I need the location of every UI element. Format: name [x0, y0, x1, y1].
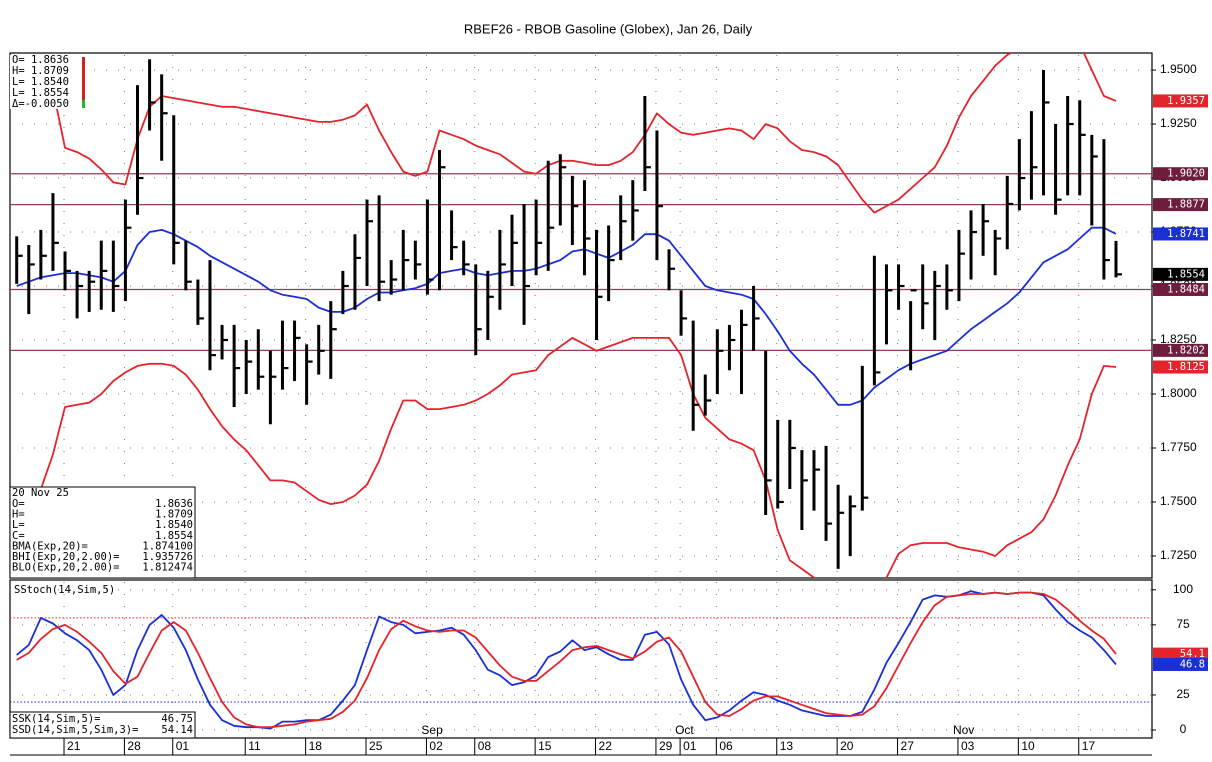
- band-line: [40, 337, 1117, 578]
- band-line: [16, 226, 1117, 406]
- info-label: BLO(Exp,20,2.00)=: [12, 562, 119, 574]
- reference-marker-box: [1153, 167, 1208, 181]
- month-label: Nov: [953, 723, 974, 737]
- x-tick-label: 20: [840, 739, 854, 753]
- y-tick-label: 25: [1176, 687, 1190, 701]
- stoch-info-label: SSK(14,Sim,5)=: [12, 713, 101, 725]
- x-tick-label: 02: [429, 739, 443, 753]
- info-label: C=: [12, 530, 25, 542]
- info-value: 1.935726: [142, 551, 193, 563]
- last-close-marker: 1.8554: [1167, 268, 1205, 280]
- x-tick-label: 13: [780, 739, 794, 753]
- reference-marker: 1.8484: [1167, 283, 1205, 295]
- stoch-info-box: [9, 711, 196, 739]
- info-value: 1.8554: [155, 530, 193, 542]
- reference-marker: 1.8202: [1167, 344, 1205, 356]
- x-tick-label: 01: [683, 739, 697, 753]
- reference-marker-box: [1153, 343, 1208, 357]
- x-tick-label: 10: [1021, 739, 1035, 753]
- info-top-line: L= 1.8540: [12, 76, 69, 88]
- info-top-line: O= 1.8636: [12, 54, 69, 66]
- last-value-marker: 1.8741: [1167, 228, 1205, 240]
- range-indicator-green: [82, 100, 85, 108]
- stoch-info-value: 54.14: [161, 724, 193, 736]
- x-tick-label: 21: [67, 739, 81, 753]
- info-label: BHI(Exp,20,2.00)=: [12, 551, 119, 563]
- last-value-marker: 1.9357: [1167, 95, 1205, 107]
- band-line: [52, 53, 1117, 214]
- info-value: 1.874100: [142, 540, 193, 552]
- stoch-info-label: SSD(14,Sim,5,Sim,3)=: [12, 724, 138, 736]
- y-tick-label: 1.9250: [1160, 116, 1197, 130]
- last-value-marker-box: [1153, 227, 1208, 241]
- stoch-marker: 46.8: [1180, 658, 1205, 670]
- last-value-marker: 1.8125: [1167, 361, 1205, 373]
- last-close-marker-box: [1153, 267, 1208, 281]
- info-box: [9, 486, 196, 579]
- last-value-marker-box: [1153, 94, 1208, 108]
- stoch-panel-frame: [9, 579, 1153, 739]
- x-tick-label: 29: [659, 739, 673, 753]
- x-tick-label: 11: [248, 739, 261, 753]
- month-label: Oct: [675, 723, 694, 737]
- x-tick-label: 01: [176, 739, 190, 753]
- y-tick-label: 1.8000: [1160, 386, 1197, 400]
- x-tick-label: 06: [719, 739, 733, 753]
- info-label: BMA(Exp,20)=: [12, 540, 88, 552]
- reference-marker: 1.8877: [1167, 199, 1205, 211]
- chart-title: RBEF26 - RBOB Gasoline (Globex), Jan 26,…: [464, 21, 753, 36]
- y-tick-label: 0: [1180, 722, 1187, 736]
- info-value: 1.8636: [155, 498, 193, 510]
- y-tick-label: 1.9500: [1160, 62, 1197, 76]
- x-tick-label: 18: [309, 739, 323, 753]
- stoch-marker-box: [1153, 657, 1208, 671]
- info-value: 1.8709: [155, 509, 193, 521]
- info-top-line: L= 1.8554: [12, 87, 69, 99]
- x-tick-label: 17: [1082, 739, 1096, 753]
- x-tick-label: 08: [478, 739, 492, 753]
- stoch-marker-box: [1153, 647, 1208, 661]
- price-panel-frame: [9, 52, 1153, 579]
- x-tick-label: 03: [961, 739, 975, 753]
- info-label: H=: [12, 509, 25, 521]
- x-tick-label: 27: [901, 739, 915, 753]
- x-tick-label: 25: [369, 739, 383, 753]
- stoch-title: SStoch(14,Sim,5): [14, 584, 115, 596]
- y-tick-label: 1.7750: [1160, 440, 1197, 454]
- info-date: 20 Nov 25: [12, 487, 69, 499]
- stoch-info-value: 46.75: [161, 713, 193, 725]
- info-top-line: H= 1.8709: [12, 65, 69, 77]
- y-tick-label: 1.8250: [1160, 332, 1197, 346]
- range-indicator-red: [82, 57, 85, 100]
- reference-marker-box: [1153, 282, 1208, 296]
- x-tick-label: 22: [599, 739, 613, 753]
- info-value: 1.8540: [155, 519, 193, 531]
- info-value: 1.812474: [142, 562, 193, 574]
- stoch-line: [16, 590, 1117, 730]
- y-tick-label: 1.7250: [1160, 548, 1197, 562]
- info-top-box: [10, 55, 82, 109]
- x-tick-label: 28: [127, 739, 141, 753]
- month-label: Sep: [421, 723, 443, 737]
- y-tick-label: 100: [1173, 582, 1193, 596]
- last-value-marker-box: [1153, 360, 1208, 374]
- axis-layer: 1.72501.75001.77501.80001.82501.85001.87…: [63, 62, 1208, 755]
- stoch-marker: 54.1: [1180, 648, 1205, 660]
- x-tick-label: 15: [538, 739, 552, 753]
- marks-layer: [10, 53, 1152, 730]
- y-tick-label: 1.7500: [1160, 494, 1197, 508]
- reference-marker-box: [1153, 198, 1208, 212]
- stoch-line: [16, 591, 1117, 729]
- y-tick-label: 75: [1176, 617, 1190, 631]
- reference-marker: 1.9020: [1167, 168, 1205, 180]
- info-top-line: Δ=-0.0050: [12, 98, 69, 110]
- info-label: L=: [12, 519, 25, 531]
- info-label: O=: [12, 498, 25, 510]
